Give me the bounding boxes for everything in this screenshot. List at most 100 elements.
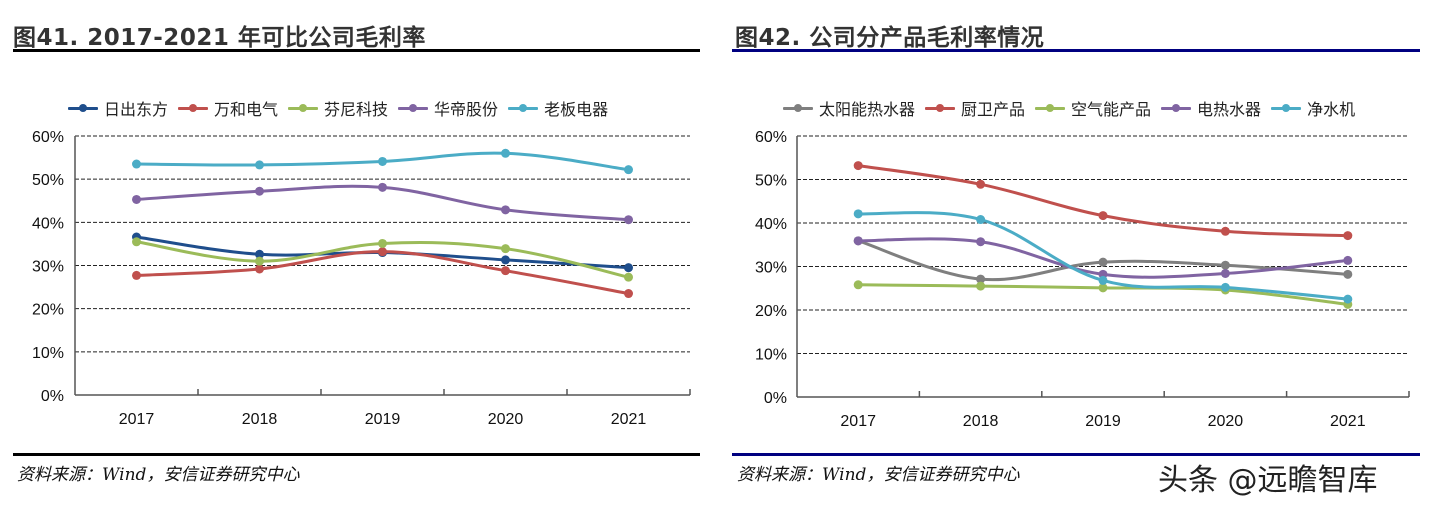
legend-line-marker-icon: [398, 103, 429, 112]
x-tick-label: 2020: [1208, 413, 1244, 430]
legend-line-marker-icon: [288, 103, 319, 112]
data-point: [976, 237, 986, 247]
legend-item: 厨卫产品: [925, 96, 1025, 120]
data-point: [501, 205, 510, 215]
data-point: [624, 215, 633, 225]
y-tick-label: 60%: [755, 129, 787, 146]
x-tick-label: 2021: [611, 411, 647, 428]
series-4: [853, 236, 1353, 279]
y-tick-label: 0%: [764, 390, 787, 407]
legend-label: 芬尼科技: [324, 100, 389, 119]
figure-42-chart: 0% 10% 20% 30% 40% 50% 60% 2017 2018 2019 2020 2021: [755, 129, 1410, 430]
data-point: [378, 238, 387, 248]
legend-line-marker-icon: [68, 103, 98, 112]
data-point: [1098, 257, 1108, 267]
legend-label: 太阳能热水器: [819, 100, 916, 119]
figure-42-title: 图42. 公司分产品毛利率情况: [735, 25, 1045, 51]
data-point: [255, 186, 264, 196]
y-tick-label: 10%: [32, 345, 64, 362]
legend-label: 空气能产品: [1071, 100, 1152, 119]
bottom-rule: [732, 453, 1420, 456]
x-tick-label: 2017: [119, 411, 155, 428]
legend-item: 空气能产品: [1035, 96, 1151, 120]
figure-41-chart: 0% 10% 20% 30% 40% 50% 60% 2017 2018 2019 2020 2021: [32, 129, 691, 428]
series-2: [853, 161, 1353, 241]
legend-line-marker-icon: [1271, 103, 1302, 112]
y-tick-label: 20%: [755, 303, 787, 320]
legend-item: 万和电气: [178, 96, 278, 120]
y-tick-label: 10%: [755, 347, 787, 364]
data-point: [624, 272, 633, 282]
x-tick-label: 2020: [488, 411, 524, 428]
series-4: [132, 182, 633, 225]
series-line: [856, 164, 1350, 238]
legend-item: 净水机: [1271, 96, 1355, 120]
legend-item: 日出东方: [68, 96, 168, 120]
data-point: [853, 209, 863, 219]
y-tick-label: 20%: [32, 302, 64, 319]
series-2: [132, 247, 633, 299]
data-point: [132, 159, 141, 169]
legend-item: 老板电器: [508, 96, 608, 120]
data-point: [624, 289, 633, 299]
x-tick-label: 2018: [242, 411, 278, 428]
y-tick-label: 60%: [32, 129, 64, 146]
legend-label: 电热水器: [1197, 100, 1262, 119]
title-rule: [13, 49, 700, 52]
data-point: [853, 161, 863, 171]
figure-41-title: 图41. 2017-2021 年可比公司毛利率: [13, 25, 426, 51]
data-point: [624, 263, 633, 273]
legend-item: 太阳能热水器: [783, 96, 915, 120]
data-point: [1220, 226, 1230, 236]
y-tick-label: 50%: [755, 173, 787, 190]
watermark: 头条 @远瞻智库: [1158, 463, 1378, 498]
chart-legend: 日出东方 万和电气 芬尼科技 华帝股份 老板电器: [68, 96, 618, 120]
data-point: [132, 194, 141, 204]
source-note: 资料来源：Wind，安信证券研究中心: [737, 465, 1020, 485]
legend-line-marker-icon: [783, 103, 813, 112]
x-tick-label: 2018: [963, 413, 999, 430]
data-point: [1220, 268, 1230, 278]
series-5: [132, 148, 633, 175]
data-point: [976, 274, 986, 284]
chart-legend: 太阳能热水器 厨卫产品 空气能产品 电热水器 净水机: [783, 96, 1365, 120]
legend-item: 电热水器: [1161, 96, 1261, 120]
legend-line-marker-icon: [1035, 103, 1066, 112]
data-point: [853, 236, 863, 246]
data-point: [132, 237, 141, 247]
bottom-rule: [13, 453, 700, 456]
legend-label: 老板电器: [544, 100, 609, 119]
series-3: [132, 237, 633, 282]
data-point: [976, 215, 986, 225]
y-tick-label: 40%: [755, 216, 787, 233]
y-tick-label: 50%: [32, 172, 64, 189]
legend-label: 厨卫产品: [961, 100, 1026, 119]
data-point: [976, 179, 986, 189]
y-tick-label: 40%: [32, 215, 64, 232]
x-tick-label: 2019: [365, 411, 401, 428]
data-point: [378, 247, 387, 257]
data-point: [1220, 260, 1230, 270]
source-note: 资料来源：Wind，安信证券研究中心: [17, 465, 300, 485]
series-5: [853, 209, 1353, 304]
data-point: [132, 270, 141, 280]
legend-item: 芬尼科技: [288, 96, 388, 120]
data-point: [255, 249, 264, 259]
y-tick-label: 0%: [41, 388, 64, 405]
legend-line-marker-icon: [1161, 103, 1192, 112]
figure-42-panel: 图42. 公司分产品毛利率情况 太阳能热水器 厨卫产品 空气能产品 电热水器 净水机 0…: [720, 0, 1442, 510]
data-point: [501, 255, 510, 265]
data-point: [1098, 275, 1108, 285]
legend-label: 万和电气: [214, 100, 279, 119]
data-point: [255, 160, 264, 170]
data-point: [1343, 255, 1353, 265]
y-tick-label: 30%: [755, 260, 787, 277]
figure-41-panel: 图41. 2017-2021 年可比公司毛利率 日出东方 万和电气 芬尼科技 华帝股份…: [0, 0, 720, 510]
data-point: [501, 266, 510, 276]
data-point: [255, 264, 264, 274]
data-point: [1343, 294, 1353, 304]
legend-label: 华帝股份: [434, 100, 499, 119]
data-point: [853, 280, 863, 290]
data-point: [624, 165, 633, 175]
y-tick-label: 30%: [32, 259, 64, 276]
